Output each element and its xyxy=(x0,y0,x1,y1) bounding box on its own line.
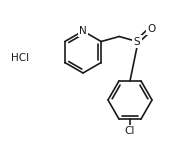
Text: S: S xyxy=(134,37,140,46)
Text: Cl: Cl xyxy=(125,126,135,136)
Text: O: O xyxy=(147,24,155,33)
Text: N: N xyxy=(79,26,87,36)
Text: HCl: HCl xyxy=(11,53,29,63)
